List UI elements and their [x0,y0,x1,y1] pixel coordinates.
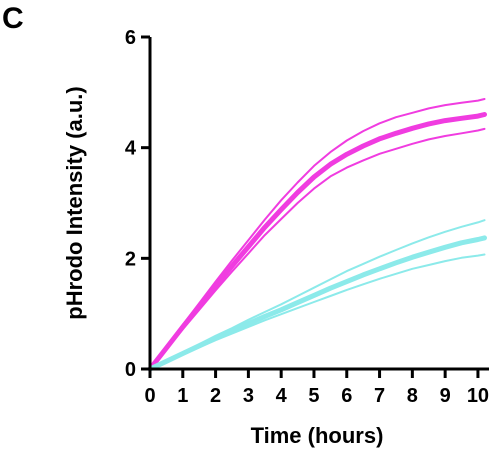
y-tick-label: 2 [125,248,136,270]
x-tick-label: 10 [467,385,489,407]
series-line-4-upper [149,219,486,370]
x-axis-title: Time (hours) [251,423,384,448]
y-tick-label: 4 [125,138,137,160]
series-line-0-mean [147,112,487,372]
series-line-2-lower [149,127,486,370]
y-tick-label: 6 [125,27,136,49]
x-tick-label: 0 [144,385,155,407]
panel-label: C [2,2,24,35]
x-tick-label: 7 [374,385,385,407]
x-tick-label: 2 [210,385,221,407]
x-tick-label: 3 [243,385,254,407]
x-tick-label: 5 [308,385,319,407]
series-line-1-upper [149,98,486,370]
series-line-3-mean [147,235,487,372]
x-tick-label: 8 [407,385,418,407]
y-tick-label: 0 [125,359,136,381]
x-tick-label: 1 [177,385,188,407]
x-tick-label: 9 [440,385,451,407]
y-axis-title: pHrodo Intensity (a.u.) [62,86,87,319]
axes-layer [148,37,489,371]
series-layer [147,98,487,372]
x-tick-label: 4 [276,385,288,407]
x-tick-label: 6 [341,385,352,407]
series-line-5-lower [149,253,486,370]
